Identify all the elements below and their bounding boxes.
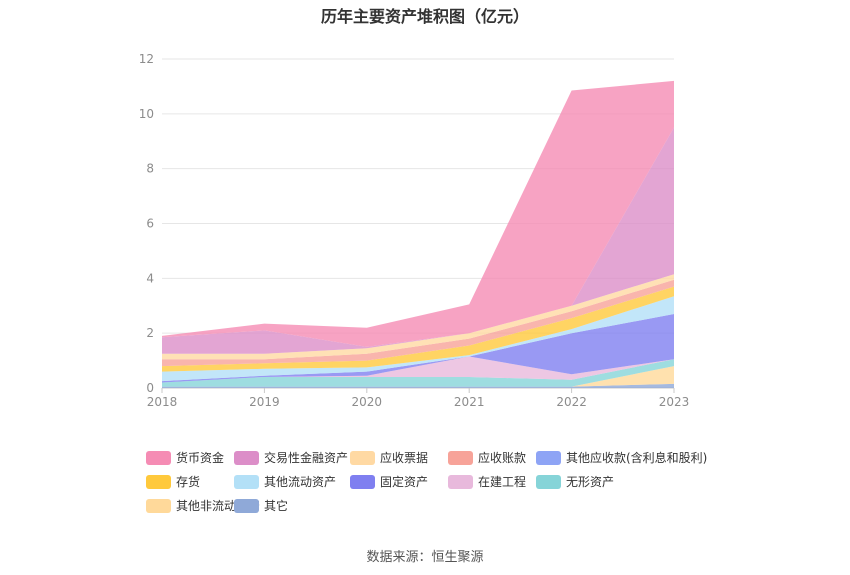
area-series[interactable]	[162, 366, 674, 387]
legend-item[interactable]: 固定资产	[350, 473, 428, 490]
legend-label: 应收票据	[380, 451, 429, 465]
legend-item[interactable]: 其它	[234, 497, 288, 514]
area-series[interactable]	[162, 356, 674, 383]
x-tick-label: 2021	[454, 395, 485, 409]
legend-label: 货币资金	[176, 451, 225, 465]
legend-label: 交易性金融资产	[264, 451, 349, 465]
stacked-area-chart: 0 2 4 6 8 10 12 2018 2019 2020 2021 2022 2023	[139, 52, 690, 409]
legend-swatch	[146, 450, 171, 465]
area-series[interactable]	[162, 286, 674, 372]
legend-item[interactable]: 货币资金	[146, 449, 224, 466]
y-tick-label: 8	[146, 162, 154, 176]
y-tick-label: 4	[146, 271, 154, 285]
legend-swatch	[234, 450, 259, 465]
legend-swatch	[448, 450, 473, 465]
legend-label: 无形资产	[566, 475, 615, 489]
legend-swatch	[536, 474, 561, 489]
legend-swatch	[146, 498, 171, 513]
legend-swatch	[448, 474, 473, 489]
y-tick-label: 12	[139, 52, 154, 66]
legend-label: 其他流动资产	[264, 475, 337, 489]
legend-label: 其他应收款(含利息和股利)	[566, 451, 708, 465]
area-series[interactable]	[162, 279, 674, 367]
legend-label: 在建工程	[478, 475, 527, 489]
legend-label: 应收账款	[478, 451, 527, 465]
legend-swatch	[234, 498, 259, 513]
y-tick-label: 6	[146, 217, 154, 231]
legend-item[interactable]: 无形资产	[536, 473, 614, 490]
x-tick-label: 2018	[147, 395, 178, 409]
legend-swatch	[350, 474, 375, 489]
legend-swatch	[146, 474, 171, 489]
legend-swatch	[234, 474, 259, 489]
legend-label: 其它	[264, 499, 289, 513]
area-series[interactable]	[162, 80, 674, 347]
legend-item[interactable]: 在建工程	[448, 473, 526, 490]
legend-swatch	[350, 450, 375, 465]
legend-item[interactable]: 存货	[146, 473, 200, 490]
y-tick-label: 10	[139, 107, 154, 121]
chart-title: 历年主要资产堆积图（亿元）	[320, 7, 529, 26]
x-tick-label: 2022	[556, 395, 587, 409]
y-tick-label: 2	[146, 326, 154, 340]
legend-label: 固定资产	[380, 475, 429, 489]
y-axis: 0 2 4 6 8 10 12	[139, 52, 154, 395]
area-series[interactable]	[162, 383, 674, 388]
y-tick-label: 0	[146, 381, 154, 395]
x-tick-label: 2019	[249, 395, 280, 409]
legend-item[interactable]: 其他流动资产	[234, 473, 336, 490]
data-source: 数据来源：恒生聚源	[366, 550, 484, 565]
legend-item[interactable]: 应收票据	[350, 449, 428, 466]
legend-item[interactable]: 其他应收款(含利息和股利)	[536, 449, 707, 466]
legend-label: 存货	[176, 475, 201, 489]
legend-swatch	[536, 450, 561, 465]
area-series[interactable]	[162, 314, 674, 383]
legend-item[interactable]: 交易性金融资产	[234, 449, 348, 466]
x-tick-label: 2023	[659, 395, 690, 409]
x-tick-label: 2020	[352, 395, 383, 409]
area-series-group	[162, 80, 674, 388]
area-series[interactable]	[162, 296, 674, 382]
area-series[interactable]	[162, 274, 674, 360]
x-axis: 2018 2019 2020 2021 2022 2023	[147, 388, 690, 409]
area-series[interactable]	[162, 359, 674, 387]
legend-item[interactable]: 应收账款	[448, 449, 526, 466]
